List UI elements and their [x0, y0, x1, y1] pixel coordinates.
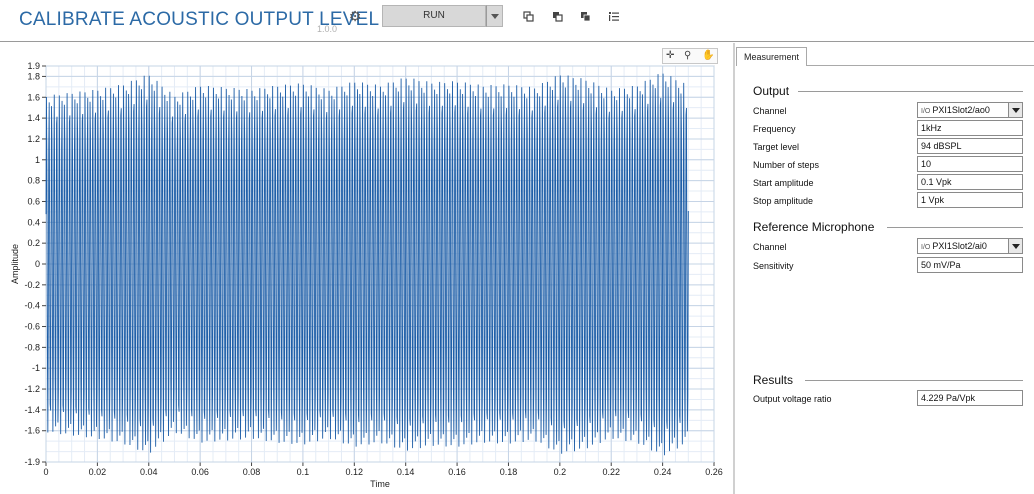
y-tick-label: 0.8 [27, 176, 40, 186]
copy-icon[interactable] [523, 11, 535, 23]
y-axis-label: Amplitude [10, 244, 20, 284]
stop-amplitude-input[interactable]: 1 Vpk [917, 192, 1023, 208]
output-voltage-ratio-label: Output voltage ratio [753, 394, 832, 404]
y-tick-label: 0 [35, 259, 40, 269]
sensitivity-label: Sensitivity [753, 261, 794, 271]
x-tick-label: 0.02 [89, 467, 107, 477]
y-tick-label: -0.2 [24, 280, 40, 290]
y-tick-label: 1.6 [27, 92, 40, 102]
version-label: 1.0.0 [317, 24, 338, 34]
output-voltage-ratio-value: 4.229 Pa/Vpk [917, 390, 1023, 406]
paste-icon[interactable] [552, 11, 564, 23]
output-channel-value: PXI1Slot2/ao0 [932, 105, 990, 115]
target-level-input[interactable]: 94 dBSPL [917, 138, 1023, 154]
y-tick-label: 0.4 [27, 217, 40, 227]
y-tick-label: 1.4 [27, 113, 40, 123]
graph-panel: 0 0.02 0.04 0.06 0.08 0.1 0.12 0.14 0.16 0.18 0.2 0… [0, 43, 730, 494]
y-tick-label: -1.2 [24, 384, 40, 394]
cursor-add-icon[interactable]: ✛ [666, 50, 675, 61]
io-channel-icon: I/O [921, 244, 931, 251]
waveform-chart[interactable]: 0 0.02 0.04 0.06 0.08 0.1 0.12 0.14 0.16 0.18 0.2 0… [0, 43, 730, 494]
y-tick-label: -1.9 [24, 457, 40, 467]
x-tick-label: 0 [43, 467, 48, 477]
page-title: CALIBRATE ACOUSTIC OUTPUT LEVEL [19, 9, 380, 30]
chevron-down-icon [1012, 108, 1020, 113]
x-tick-label: 0.1 [297, 467, 310, 477]
reference-channel-value: PXI1Slot2/ai0 [932, 241, 987, 251]
y-tick-label: -0.8 [24, 342, 40, 352]
number-of-steps-input[interactable]: 10 [917, 156, 1023, 172]
section-divider [805, 380, 1023, 381]
panel-splitter[interactable] [733, 43, 735, 494]
start-amplitude-label: Start amplitude [753, 178, 814, 188]
y-tick-label: -1 [32, 363, 40, 373]
sensitivity-input[interactable]: 50 mV/Pa [917, 257, 1023, 273]
run-button[interactable]: RUN [382, 5, 486, 27]
y-tick-label: 0.6 [27, 196, 40, 206]
x-tick-label: 0.14 [397, 467, 415, 477]
y-tick-label: 1 [35, 155, 40, 165]
x-tick-label: 0.24 [654, 467, 672, 477]
section-divider [887, 227, 1023, 228]
tab-measurement[interactable]: Measurement [736, 47, 807, 66]
stop-amplitude-label: Stop amplitude [753, 196, 814, 206]
x-tick-label: 0.26 [705, 467, 723, 477]
y-tick-label: 1.9 [27, 61, 40, 71]
graph-toolbar: ✛ ⚲ ✋ [662, 48, 718, 64]
x-axis-label: Time [370, 479, 390, 489]
y-tick-label: 1.2 [27, 134, 40, 144]
list-icon[interactable] [608, 11, 620, 23]
y-tick-label: -0.4 [24, 301, 40, 311]
output-channel-dropdown[interactable] [1008, 103, 1022, 117]
header-bar: CALIBRATE ACOUSTIC OUTPUT LEVEL 1.0.0 ⚙ … [0, 0, 1034, 42]
reference-section-title: Reference Microphone [753, 220, 875, 234]
run-dropdown-button[interactable] [486, 5, 503, 27]
x-tick-label: 0.18 [500, 467, 518, 477]
waveform-series-line [45, 73, 689, 456]
section-divider [798, 91, 1023, 92]
io-channel-icon: I/O [921, 108, 931, 115]
output-channel-select[interactable]: I/O PXI1Slot2/ao0 [917, 102, 1023, 118]
x-tick-label: 0.04 [140, 467, 158, 477]
gear-icon[interactable]: ⚙ [348, 8, 362, 24]
reference-channel-label: Channel [753, 242, 787, 252]
duplicate-icon[interactable] [580, 11, 592, 23]
y-tick-label: -1.4 [24, 405, 40, 415]
reference-channel-select[interactable]: I/O PXI1Slot2/ai0 [917, 238, 1023, 254]
x-tick-label: 0.16 [448, 467, 466, 477]
tab-underline [807, 65, 1034, 66]
y-tick-label: 0.2 [27, 238, 40, 248]
x-tick-label: 0.08 [243, 467, 261, 477]
y-tick-label: -0.6 [24, 322, 40, 332]
output-channel-label: Channel [753, 106, 787, 116]
run-control: RUN [382, 5, 503, 27]
output-section-title: Output [753, 84, 790, 98]
frequency-label: Frequency [753, 124, 796, 134]
x-tick-label: 0.22 [602, 467, 620, 477]
frequency-input[interactable]: 1kHz [917, 120, 1023, 136]
y-tick-label: -1.6 [24, 426, 40, 436]
start-amplitude-input[interactable]: 0.1 Vpk [917, 174, 1023, 190]
chevron-down-icon [491, 14, 499, 19]
reference-channel-dropdown[interactable] [1008, 239, 1022, 253]
zoom-icon[interactable]: ⚲ [684, 50, 692, 61]
results-section-title: Results [753, 373, 794, 387]
x-tick-label: 0.06 [191, 467, 209, 477]
settings-panel: Measurement Output Channel I/O PXI1Slot2/… [735, 43, 1034, 494]
x-tick-label: 0.2 [554, 467, 567, 477]
chevron-down-icon [1012, 244, 1020, 249]
pan-icon[interactable]: ✋ [702, 50, 715, 61]
number-of-steps-label: Number of steps [753, 160, 820, 170]
y-tick-label: 1.8 [27, 71, 40, 81]
x-tick-label: 0.12 [346, 467, 364, 477]
target-level-label: Target level [753, 142, 800, 152]
